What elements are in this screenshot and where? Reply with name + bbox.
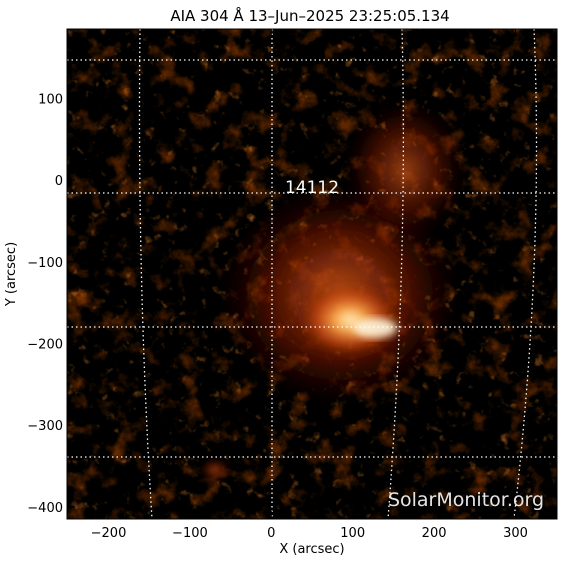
x-tick-label: −100 (172, 526, 208, 541)
y-tick-label: 0 (55, 174, 63, 189)
x-axis-ticks: −200 −100 0 100 200 300 (91, 29, 528, 541)
x-tick-label: 100 (340, 526, 365, 541)
x-tick-label: 200 (422, 526, 447, 541)
x-tick-label: 0 (267, 526, 275, 541)
y-axis-ticks: 100 0 −100 −200 −300 −400 (27, 92, 557, 516)
active-region-core (295, 280, 405, 360)
x-tick-label: 300 (503, 526, 528, 541)
watermark: SolarMonitor.org (388, 489, 544, 511)
bright-point-south (201, 460, 229, 480)
grid-line (513, 29, 538, 519)
y-tick-label: 100 (38, 92, 63, 107)
y-tick-label: −200 (27, 337, 63, 352)
bright-kernel (353, 318, 397, 338)
coordinate-grid (67, 29, 557, 519)
y-tick-label: −100 (27, 256, 63, 271)
x-axis-label: X (arcsec) (279, 542, 344, 557)
y-tick-label: −300 (27, 419, 63, 434)
plot-title: AIA 304 Å 13–Jun–2025 23:25:05.134 (170, 6, 449, 25)
plot-frame (66, 28, 558, 520)
grid-line (138, 29, 153, 519)
x-tick-label: −200 (91, 526, 127, 541)
plage-north (345, 100, 465, 240)
y-axis-label: Y (arcsec) (4, 242, 19, 307)
y-tick-label: −400 (27, 501, 63, 516)
grid-line (387, 29, 405, 519)
active-region-label: 14112 (285, 178, 339, 198)
solar-image (67, 29, 557, 519)
